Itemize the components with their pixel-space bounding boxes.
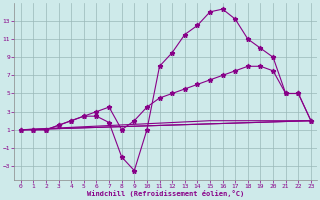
X-axis label: Windchill (Refroidissement éolien,°C): Windchill (Refroidissement éolien,°C) bbox=[87, 190, 244, 197]
